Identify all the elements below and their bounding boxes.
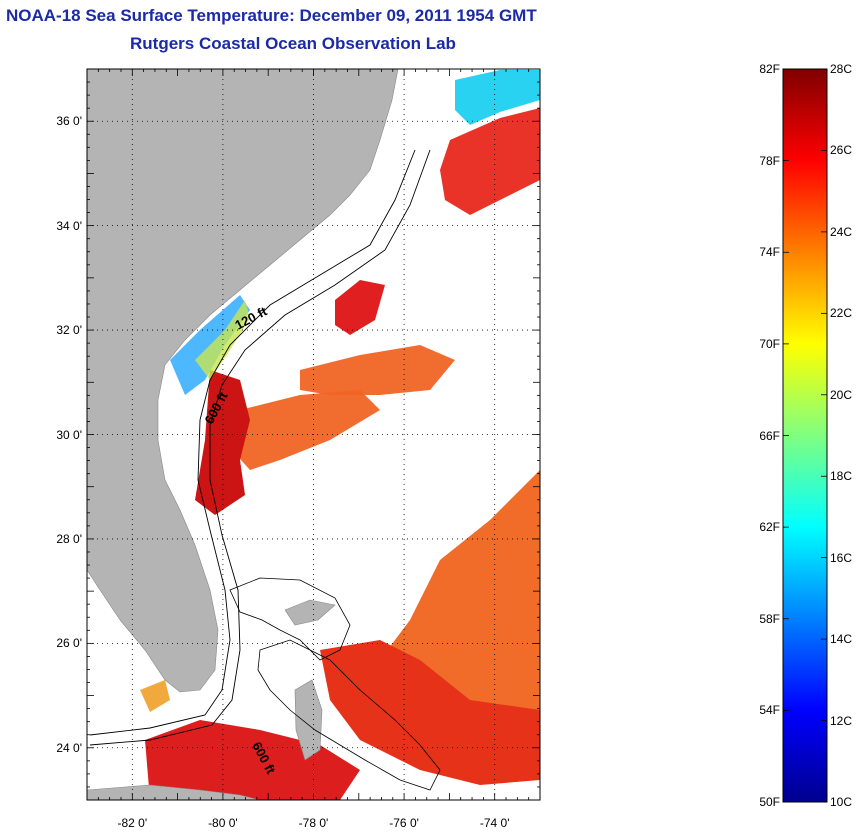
colorbar-f-label: 50F bbox=[759, 795, 780, 809]
map-content bbox=[87, 69, 540, 800]
colorbar-c-label: 12C bbox=[830, 713, 853, 728]
colorbar-ticks bbox=[783, 68, 827, 803]
colorbar-c-label: 24C bbox=[830, 224, 853, 239]
colorbar-f-label: 54F bbox=[759, 703, 780, 718]
sst-patch-orange-mid bbox=[232, 390, 380, 470]
map-ticks bbox=[86, 68, 541, 801]
colorbar-f-label: 82F bbox=[759, 62, 780, 76]
lon-tick-label: -78 0' bbox=[298, 816, 329, 830]
colorbar-c-label: 22C bbox=[830, 306, 853, 321]
colorbar-c-label: 16C bbox=[830, 550, 853, 565]
sst-patch-warm-northeast bbox=[440, 108, 540, 215]
lat-tick-label: 24 0' bbox=[56, 740, 82, 755]
colorbar bbox=[782, 68, 828, 803]
sst-patch-red-south bbox=[145, 720, 360, 800]
lon-tick-label: -80 0' bbox=[208, 816, 238, 830]
map-gridlines bbox=[87, 69, 540, 800]
lon-tick-label: -76 0' bbox=[389, 816, 419, 830]
colorbar-f-label: 58F bbox=[759, 611, 780, 626]
map-subtitle: Rutgers Coastal Ocean Observation Lab bbox=[130, 34, 456, 53]
colorbar-f-label: 70F bbox=[759, 336, 780, 351]
sst-patch-red-carolina bbox=[335, 280, 385, 335]
lat-tick-label: 26 0' bbox=[56, 636, 82, 651]
colorbar-f-label: 66F bbox=[759, 428, 780, 443]
lat-tick-label: 32 0' bbox=[56, 323, 82, 338]
sst-patch-orange-central bbox=[300, 345, 455, 395]
lon-tick-label: -74 0' bbox=[479, 816, 510, 830]
contour-120ft bbox=[89, 149, 416, 736]
colorbar-c-label: 20C bbox=[830, 387, 853, 402]
lat-tick-label: 28 0' bbox=[56, 531, 82, 546]
map-title: NOAA-18 Sea Surface Temperature: Decembe… bbox=[6, 6, 537, 25]
colorbar-c-label: 26C bbox=[830, 143, 853, 158]
colorbar-f-label: 74F bbox=[759, 245, 780, 260]
colorbar-f-label: 62F bbox=[759, 520, 780, 535]
sst-patch-red-florida bbox=[195, 370, 250, 515]
lat-tick-label: 36 0' bbox=[56, 114, 82, 129]
lon-tick-label: -82 0' bbox=[117, 816, 148, 830]
land-bahamas-abaco bbox=[284, 599, 336, 626]
colorbar-c-label: 10C bbox=[830, 795, 853, 809]
lat-tick-label: 34 0' bbox=[56, 218, 82, 233]
sst-patch-cyan-north bbox=[455, 70, 540, 125]
land-bahamas-andros bbox=[294, 679, 323, 761]
contour-600ft bbox=[89, 149, 431, 746]
contour-bahamas bbox=[229, 577, 441, 791]
lat-tick-label: 30 0' bbox=[56, 427, 82, 442]
land-cuba bbox=[87, 784, 261, 800]
colorbar-f-label: 78F bbox=[759, 153, 780, 168]
land-us-coast bbox=[87, 69, 399, 693]
sst-patch-red-southeast bbox=[320, 640, 540, 785]
colorbar-c-label: 28C bbox=[830, 62, 853, 76]
colorbar-c-label: 18C bbox=[830, 469, 853, 484]
sst-patch-orange-keys bbox=[140, 680, 170, 712]
colorbar-c-label: 14C bbox=[830, 632, 853, 647]
